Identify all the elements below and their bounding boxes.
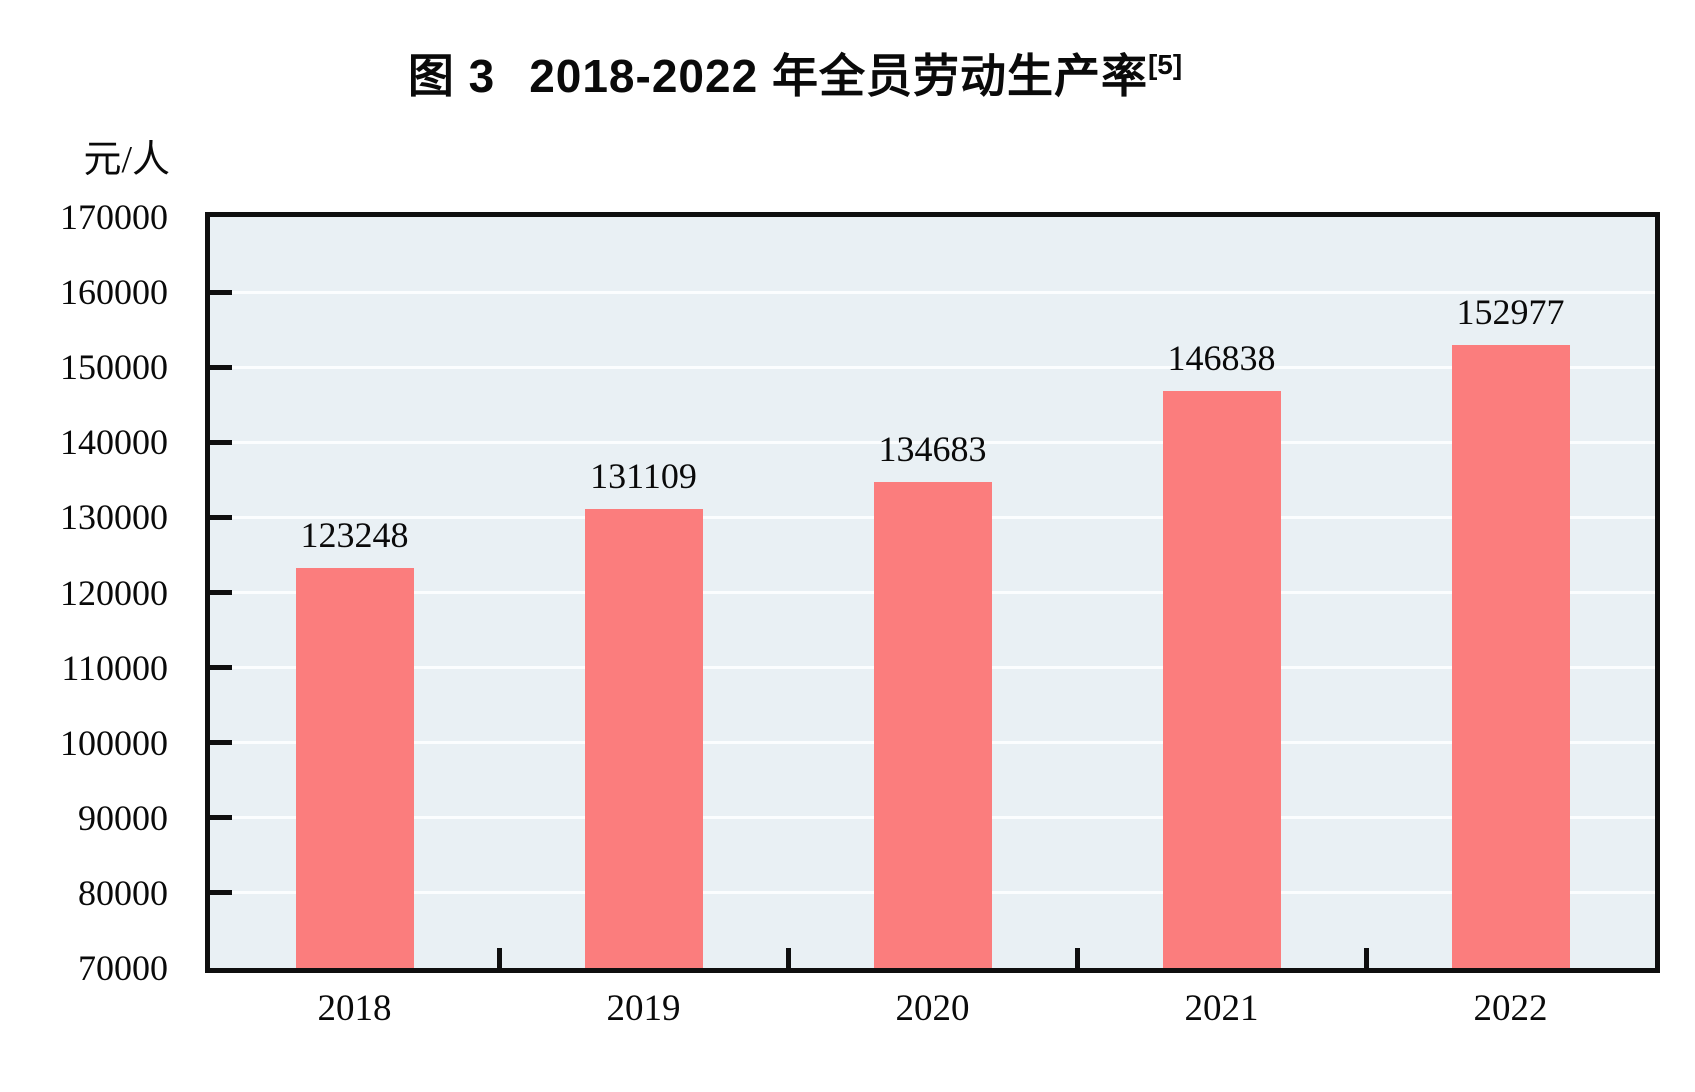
bar bbox=[1451, 344, 1570, 968]
y-axis-tick bbox=[210, 665, 232, 671]
y-tick-label: 140000 bbox=[60, 422, 168, 463]
x-axis-tick bbox=[1363, 948, 1369, 968]
bar-value-label: 131109 bbox=[590, 456, 697, 497]
plot-inner: 123248 131109 134683 146838 152977 bbox=[210, 217, 1655, 968]
y-tick-label: 80000 bbox=[78, 872, 168, 913]
y-tick-label: 100000 bbox=[60, 722, 168, 763]
y-tick-label: 120000 bbox=[60, 572, 168, 613]
bar bbox=[1162, 390, 1281, 968]
y-axis-unit-label: 元/人 bbox=[83, 139, 170, 181]
y-axis-tick bbox=[210, 590, 232, 595]
x-tick-label: 2018 bbox=[317, 988, 392, 1029]
x-axis-tick bbox=[1074, 948, 1080, 968]
bar bbox=[584, 509, 703, 968]
bar bbox=[873, 482, 992, 968]
bar bbox=[295, 568, 414, 968]
y-axis-tick bbox=[210, 514, 232, 520]
gridline bbox=[210, 365, 1655, 369]
y-tick-label: 150000 bbox=[60, 347, 168, 388]
plot-area: 123248 131109 134683 146838 152977 bbox=[205, 212, 1660, 973]
chart-title-prefix: 图 3 bbox=[407, 50, 496, 102]
y-tick-label: 70000 bbox=[78, 948, 168, 988]
x-tick-label: 2022 bbox=[1473, 988, 1548, 1029]
y-axis-tick bbox=[210, 890, 232, 896]
chart-title: 图 3 2018-2022 年全员劳动生产率[5] bbox=[0, 40, 1590, 106]
x-axis-tick bbox=[785, 948, 791, 968]
y-axis-tick bbox=[210, 289, 232, 295]
y-axis-tick bbox=[210, 740, 232, 746]
y-axis-tick bbox=[210, 439, 232, 445]
y-axis-tick bbox=[210, 364, 232, 370]
gridline bbox=[210, 290, 1655, 294]
y-tick-label: 130000 bbox=[60, 497, 168, 538]
gridline bbox=[210, 440, 1655, 444]
bar-value-label: 146838 bbox=[1167, 337, 1276, 378]
chart-title-footnote-ref: [5] bbox=[1147, 49, 1183, 80]
y-tick-label: 170000 bbox=[60, 197, 168, 237]
y-tick-label: 160000 bbox=[60, 272, 168, 313]
bar-value-label: 134683 bbox=[878, 429, 987, 470]
y-axis-tick bbox=[210, 815, 232, 821]
bar-value-label: 152977 bbox=[1456, 291, 1565, 332]
x-tick-label: 2020 bbox=[895, 988, 970, 1029]
y-tick-label: 90000 bbox=[78, 797, 168, 838]
y-tick-label: 110000 bbox=[61, 647, 168, 688]
x-axis-tick bbox=[496, 948, 502, 968]
bar-value-label: 123248 bbox=[300, 515, 409, 556]
x-tick-label: 2019 bbox=[606, 988, 681, 1029]
x-tick-label: 2021 bbox=[1184, 988, 1259, 1029]
chart-title-main: 2018-2022 年全员劳动生产率 bbox=[529, 50, 1148, 102]
